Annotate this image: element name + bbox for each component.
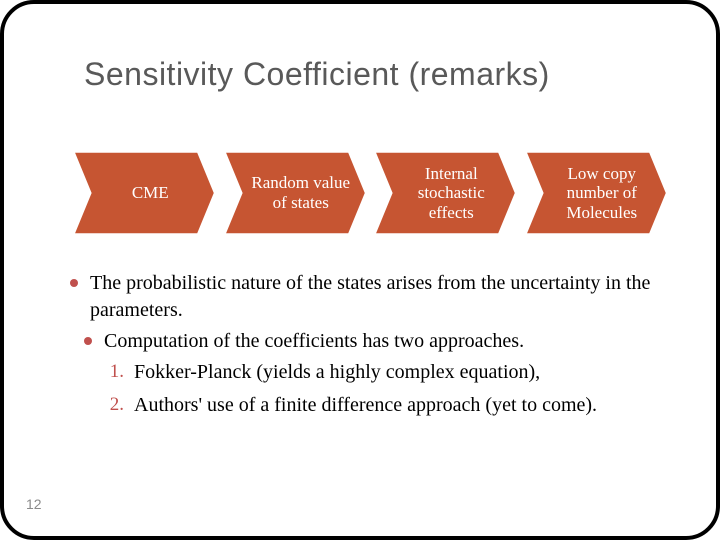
chevron-cme: CME: [74, 152, 215, 234]
numbered-item: Authors' use of a finite difference appr…: [124, 392, 661, 419]
chevron-label: CME: [96, 152, 205, 234]
chevron-label: Internal stochastic effects: [397, 152, 506, 234]
chevron-label: Random value of states: [247, 152, 356, 234]
chevron-row: CME Random value of states Internal stoc…: [74, 152, 666, 240]
chevron-low-copy: Low copy number of Molecules: [526, 152, 667, 234]
bullet-item: Computation of the coefficients has two …: [78, 328, 661, 355]
slide-title: Sensitivity Coefficient (remarks): [84, 56, 550, 93]
chevron-label: Low copy number of Molecules: [548, 152, 657, 234]
numbered-item: Fokker-Planck (yields a highly complex e…: [124, 359, 661, 386]
numbered-list: Fokker-Planck (yields a highly complex e…: [64, 359, 661, 419]
bullet-list: The probabilistic nature of the states a…: [64, 270, 661, 355]
bullet-item: The probabilistic nature of the states a…: [64, 270, 661, 324]
chevron-random-states: Random value of states: [225, 152, 366, 234]
slide-frame: Sensitivity Coefficient (remarks) CME Ra…: [0, 0, 720, 540]
content-body: The probabilistic nature of the states a…: [64, 270, 661, 425]
page-number: 12: [26, 496, 42, 512]
chevron-stochastic: Internal stochastic effects: [375, 152, 516, 234]
